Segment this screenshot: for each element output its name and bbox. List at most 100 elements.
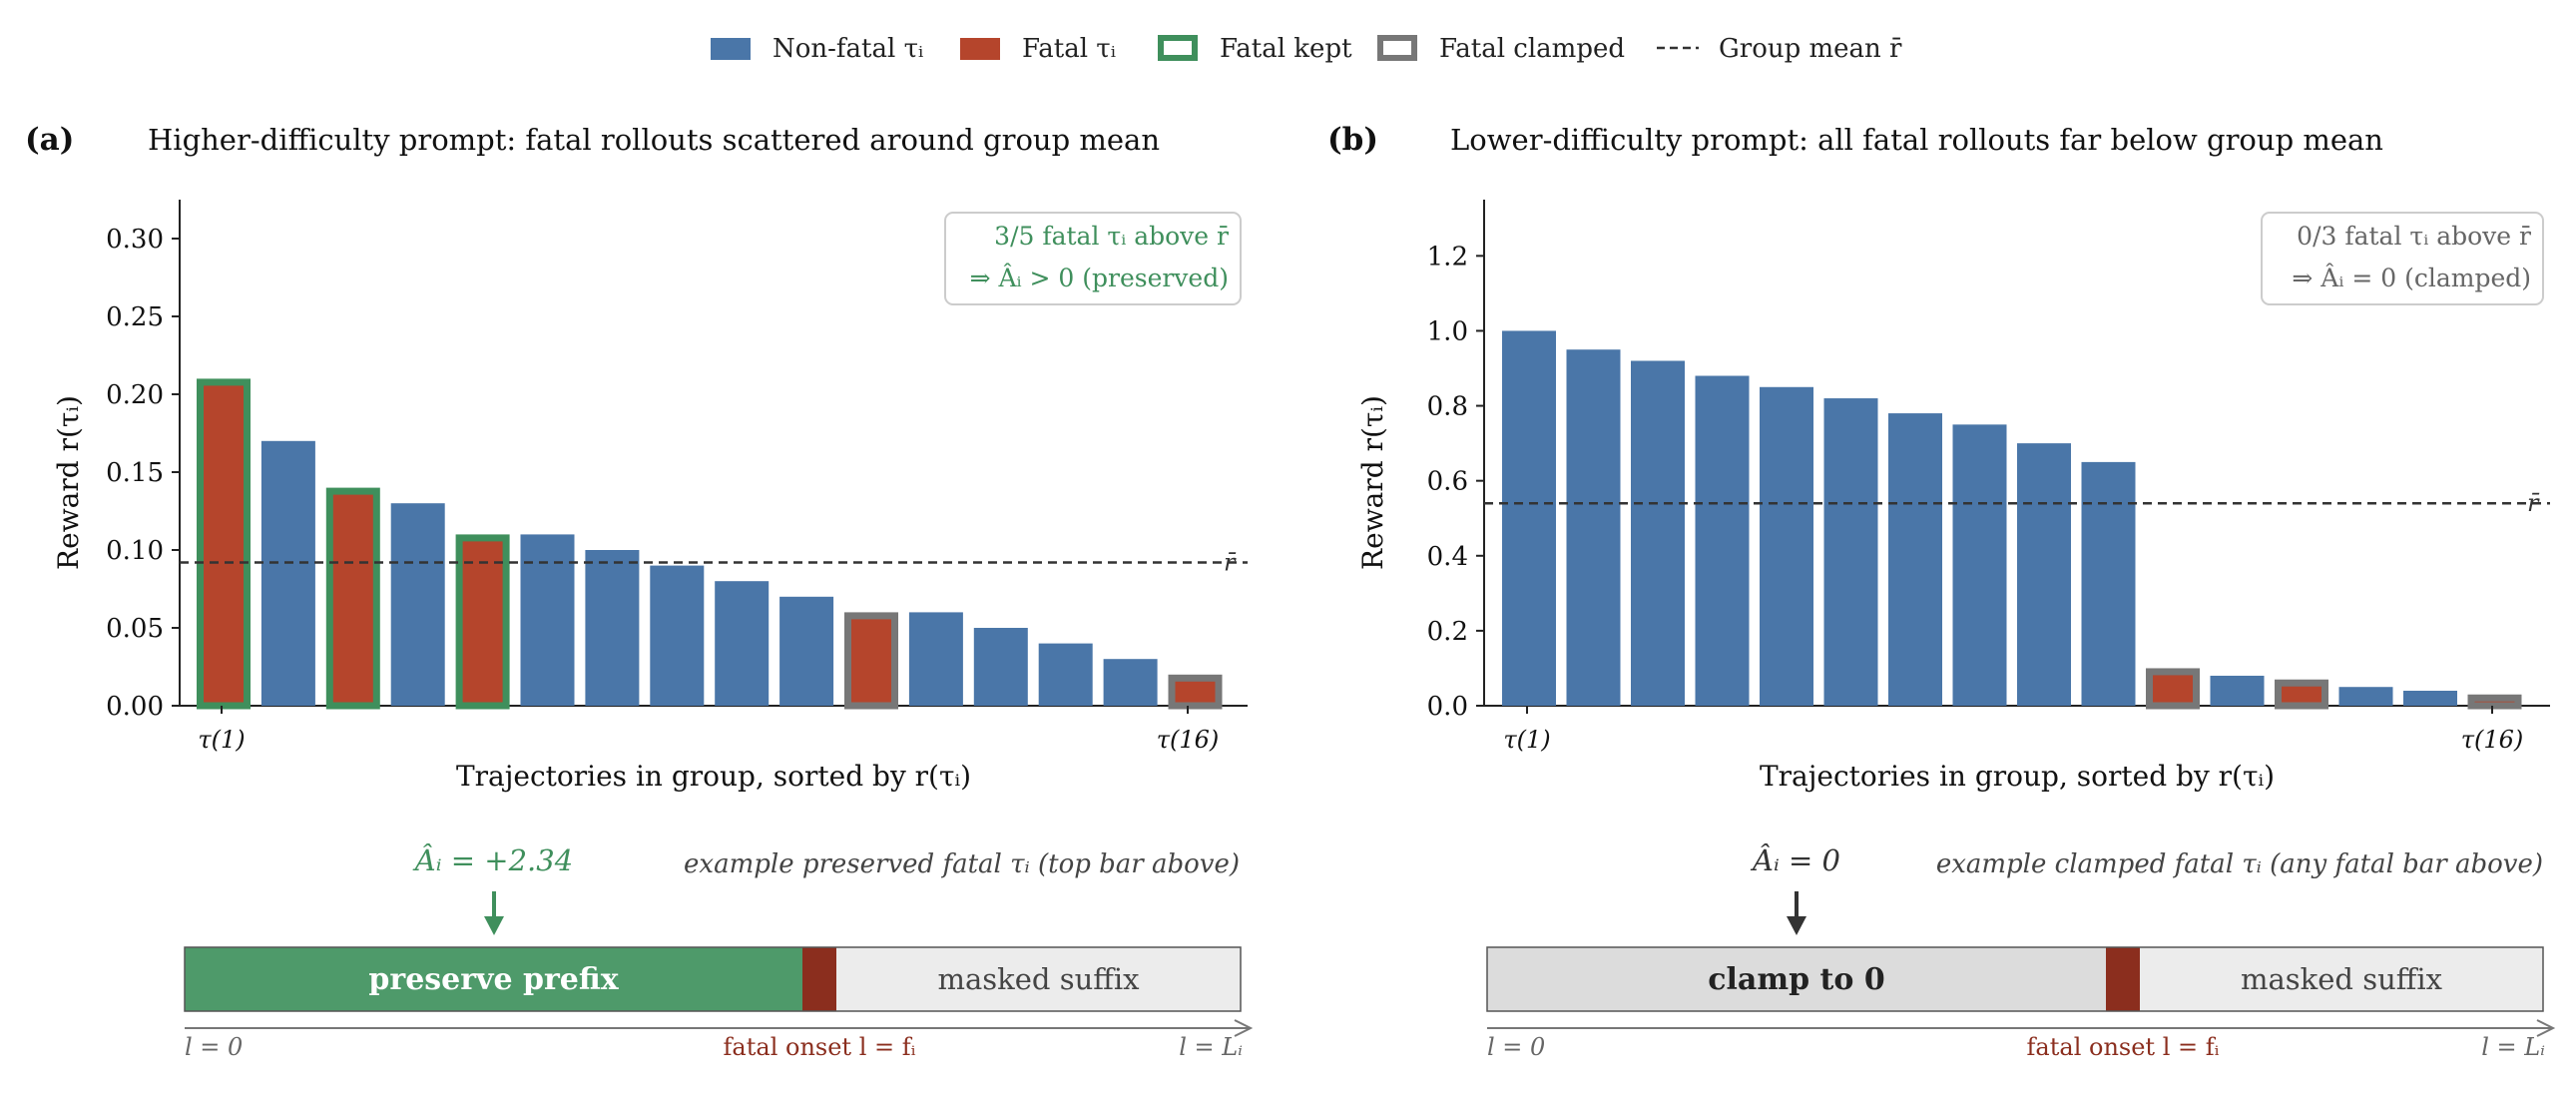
bar-fatal-clamped [2275,679,2328,710]
x-axis-label: Trajectories in group, sorted by r(τᵢ) [456,760,971,793]
advantage-arrow-head [1787,916,1806,935]
legend-label-fatal: Fatal τᵢ [1022,34,1116,64]
bar-nonfatal [1103,659,1158,706]
bar-nonfatal [1038,643,1093,706]
y-tick-label: 1.0 [1427,316,1468,346]
legend-swatch-fatal [960,38,1000,60]
strip-fatal-onset [2106,947,2140,1011]
x-tick-label: τ(16) [1157,726,1220,754]
bar-nonfatal [1823,398,1878,706]
annotation-box [944,212,1242,305]
trajectory-strip: preserve prefix masked suffix Âᵢ = +2.34 ex… [184,842,1254,1061]
y-tick-label: 0.2 [1427,617,1468,647]
strip-masked-suffix [2140,947,2543,1011]
annotation-line-1: 3/5 fatal τᵢ above r̄ [994,222,1229,251]
y-tick-label: 0.6 [1427,467,1468,497]
bar-fatal-kept [455,534,510,710]
legend-item-kept: Fatal kept [1158,34,1352,64]
legend-item-mean: Group mean r̄ [1657,34,1902,64]
x-axis-label: Trajectories in group, sorted by r(τᵢ) [1760,760,2275,793]
annotation-line-2: ⇒ Âᵢ = 0 (clamped) [2292,264,2531,292]
bar-nonfatal [390,503,445,706]
panel-a: (a) Higher-difficulty prompt: fatal rollo… [25,122,1254,1061]
bar-fatal-clamped [2467,694,2522,710]
bar-nonfatal [2017,443,2071,706]
strip-masked-suffix [836,947,1241,1011]
bar-nonfatal [1566,349,1621,706]
strip-suffix-label: masked suffix [938,962,1140,996]
y-tick-label: 0.0 [1427,692,1468,722]
bar-nonfatal [1502,330,1556,706]
bar-nonfatal [2210,675,2265,706]
y-tick-label: 0.4 [1427,542,1468,572]
y-tick-label: 0.00 [106,692,164,722]
trajectory-strip: clamp to 0 masked suffix Âᵢ = 0 example cla… [1486,842,2556,1061]
sequence-start-label: l = 0 [1487,1033,1545,1061]
bar-nonfatal [779,596,834,706]
strip-prefix [1487,947,2106,1011]
legend-swatch-clamped [1377,35,1417,61]
panel-title: Lower-difficulty prompt: all fatal rollo… [1450,123,2383,157]
strip-caption: example clamped fatal τᵢ (any fatal bar … [1936,849,2543,879]
y-tick-label: 0.05 [106,614,164,644]
y-tick-label: 0.25 [106,302,164,332]
sequence-onset-label: fatal onset l = fᵢ [724,1033,916,1061]
bar-fatal-kept [197,378,251,710]
sequence-end-label: l = Lᵢ [1179,1033,1243,1061]
bar-fatal-clamped [2146,668,2200,710]
panel-label: (b) [1327,122,1378,158]
advantage-label: Âᵢ = +2.34 [412,842,573,877]
bar-nonfatal [908,612,963,706]
panel-title: Higher-difficulty prompt: fatal rollouts… [148,123,1160,157]
x-tick-label: τ(1) [198,726,245,754]
bar-nonfatal [1888,413,1942,706]
bar-nonfatal [260,440,315,706]
legend-item-nonfatal: Non-fatal τᵢ [711,34,923,64]
legend-label-clamped: Fatal clamped [1439,34,1625,64]
bar-fatal-kept [325,487,380,710]
legend-item-fatal: Fatal τᵢ [960,34,1116,64]
sequence-axis-arrow [1234,1019,1254,1037]
y-tick-label: 0.10 [106,536,164,566]
bar-nonfatal [973,628,1028,706]
annotation-line-2: ⇒ Âᵢ > 0 (preserved) [970,264,1229,292]
x-tick-label: τ(16) [2461,726,2524,754]
strip-suffix-label: masked suffix [2241,962,2442,996]
bar-nonfatal [2403,690,2457,706]
strip-outline [184,946,1242,1012]
panel-b: (b) Lower-difficulty prompt: all fatal ro… [1327,122,2556,1061]
legend-swatch-kept [1158,35,1198,61]
y-axis-label: Reward r(τᵢ) [52,395,85,570]
y-tick-label: 0.30 [106,225,164,255]
legend-item-clamped: Fatal clamped [1377,34,1625,64]
sequence-start-label: l = 0 [185,1033,243,1061]
advantage-arrow-head [484,916,504,935]
legend-label-nonfatal: Non-fatal τᵢ [773,34,923,64]
strip-prefix [185,947,802,1011]
sequence-axis-arrow [2536,1019,2556,1037]
legend-label-kept: Fatal kept [1220,34,1352,64]
legend: Non-fatal τᵢ Fatal τᵢ Fatal kept Fatal clam… [711,34,1902,64]
x-tick-label: τ(1) [1503,726,1550,754]
y-tick-label: 0.20 [106,380,164,410]
annotation-box [2261,212,2544,305]
strip-caption: example preserved fatal τᵢ (top bar abov… [684,849,1240,879]
bar-nonfatal [1695,375,1750,706]
group-mean-label: r̄ [2527,489,2540,517]
bar-nonfatal [1952,424,2007,706]
sequence-onset-label: fatal onset l = fᵢ [2027,1033,2220,1061]
strip-fatal-onset [802,947,836,1011]
bar-nonfatal [1760,386,1813,706]
bar-nonfatal [1631,360,1685,706]
strip-prefix-label: preserve prefix [368,962,619,997]
legend-swatch-nonfatal [711,38,751,60]
sequence-end-label: l = Lᵢ [2481,1033,2545,1061]
strip-outline [1486,946,2544,1012]
advantage-label: Âᵢ = 0 [1750,842,1840,877]
bar-nonfatal [520,534,575,706]
group-mean-label: r̄ [1224,548,1237,576]
legend-label-mean: Group mean r̄ [1719,34,1902,64]
y-tick-label: 1.2 [1427,242,1468,272]
bar-nonfatal [715,581,770,706]
